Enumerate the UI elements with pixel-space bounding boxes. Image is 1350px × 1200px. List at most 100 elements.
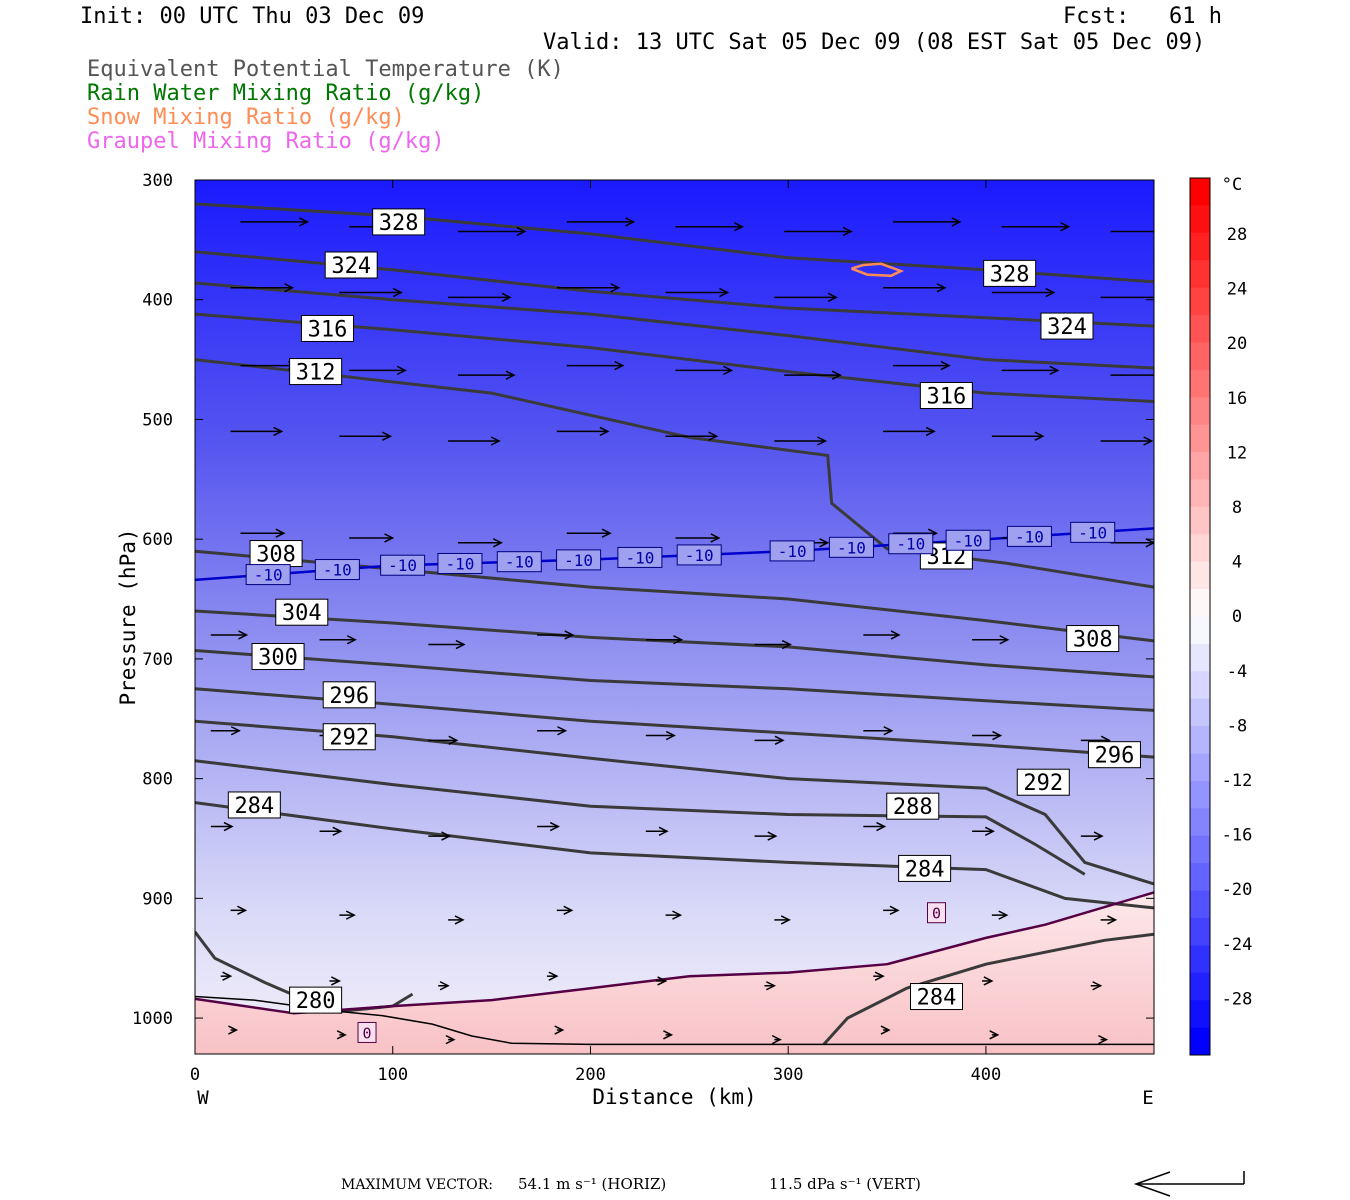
contour-label: 316: [927, 385, 967, 410]
wind-vector: [972, 730, 1003, 741]
wind-vector: [556, 283, 621, 293]
wind-vector: [991, 431, 1045, 441]
wind-vector: [883, 905, 900, 915]
wind-vector: [349, 533, 395, 543]
wind-vector: [554, 1025, 565, 1035]
wind-vector: [230, 905, 248, 915]
legend-rain: Rain Water Mixing Ratio (g/kg): [87, 81, 485, 106]
colorbar-cell: [1190, 835, 1210, 864]
wind-vector: [1001, 222, 1071, 232]
isotherm-label: -10: [1015, 527, 1044, 546]
legend-graupel: Graupel Mixing Ratio (g/kg): [87, 129, 445, 154]
colorbar-cell: [1190, 342, 1210, 371]
isotherm-label: -10: [625, 548, 654, 567]
wind-vector: [655, 976, 668, 986]
isotherm-label: -10: [446, 554, 475, 573]
colorbar-label: 24: [1227, 280, 1247, 300]
x-east-label: E: [1142, 1087, 1153, 1109]
colorbar-cell: [1190, 945, 1210, 974]
wind-vector: [981, 976, 994, 986]
colorbar-frame: [1189, 177, 1211, 1056]
colorbar-label: -16: [1222, 826, 1253, 846]
wind-vector: [230, 426, 284, 437]
isotherm-label: -10: [778, 542, 807, 561]
wind-vector: [336, 1030, 347, 1040]
wind-vector: [863, 630, 901, 640]
y-tick-label: 800: [142, 770, 173, 790]
wind-vector: [438, 981, 450, 991]
isotherm-label-box: [945, 529, 991, 551]
colorbar-cell: [1190, 315, 1210, 343]
colorbar-cell: [1190, 753, 1210, 782]
x-west-label: W: [197, 1087, 209, 1109]
snow-contour: [851, 262, 905, 278]
wind-vector: [675, 533, 721, 543]
x-tick-label: 300: [773, 1065, 804, 1085]
wind-vector: [1100, 915, 1118, 925]
reference-vector-arrow: [1133, 1171, 1245, 1197]
wind-vector: [784, 226, 853, 237]
contour-label: 288: [893, 795, 933, 820]
wind-vector: [210, 630, 249, 640]
wind-vector: [448, 915, 465, 925]
contour-label-box: [227, 791, 281, 819]
wind-vector: [645, 635, 684, 645]
wind-vector: [774, 436, 828, 446]
contour-label: 296: [1095, 744, 1135, 769]
freezing-label: 0: [932, 905, 941, 923]
isotherm-label-box: [245, 564, 291, 586]
isotherm-label: -10: [896, 535, 925, 554]
colorbar-cell: [1190, 808, 1210, 837]
init-time: Init: 00 UTC Thu 03 Dec 09: [80, 4, 425, 29]
wind-vector: [537, 821, 560, 832]
x-tick-label: 0: [190, 1065, 200, 1085]
colorbar-label: -8: [1227, 716, 1247, 736]
wind-vector: [991, 287, 1056, 298]
contour-label: 328: [990, 262, 1030, 287]
colorbar-label: 8: [1232, 498, 1242, 518]
colorbar-label: -20: [1222, 880, 1253, 900]
wind-vector: [556, 905, 574, 915]
wind-vector: [774, 915, 791, 925]
contour-label: 292: [329, 726, 369, 751]
legend-snow: Snow Mixing Ratio (g/kg): [87, 105, 405, 130]
wind-vector: [339, 910, 356, 920]
wind-vector: [1098, 1034, 1109, 1045]
wind-vector: [537, 726, 568, 736]
isotherm-label-box: [888, 533, 934, 555]
wind-vector: [240, 528, 286, 538]
isotherm-label: -10: [564, 551, 593, 570]
contour-label: 304: [282, 601, 322, 626]
y-tick-label: 400: [142, 291, 173, 311]
wind-vector: [883, 426, 936, 437]
wind-vector: [1090, 981, 1103, 991]
colorbar-label: -4: [1227, 662, 1247, 682]
colorbar-cell: [1190, 917, 1210, 946]
wind-vector: [210, 726, 241, 736]
x-tick-label: 400: [971, 1065, 1002, 1085]
wind-vector: [991, 910, 1009, 920]
wind-vector: [774, 292, 838, 303]
colorbar-label: 12: [1227, 443, 1247, 463]
colorbar-label: 20: [1227, 334, 1247, 354]
colorbar-cell: [1190, 616, 1210, 645]
contour-label-box: [1066, 625, 1120, 653]
contour-label: 292: [1023, 771, 1063, 796]
contour-label-box: [324, 251, 378, 279]
wind-vector: [883, 283, 947, 293]
isotherm-label-box: [314, 559, 360, 581]
wind-vector: [764, 981, 777, 991]
wind-vector: [230, 283, 295, 293]
y-tick-label: 500: [142, 410, 173, 430]
wind-vector: [566, 360, 625, 371]
wind-vector: [339, 431, 393, 441]
y-tick-label: 1000: [132, 1009, 173, 1029]
y-tick-label: 300: [142, 171, 173, 191]
colorbar-cell: [1190, 589, 1210, 617]
wind-vector: [645, 730, 676, 741]
max-vector-label: MAXIMUM VECTOR:: [341, 1177, 493, 1193]
colorbar-cell: [1190, 397, 1210, 426]
contour-label: 316: [308, 317, 348, 342]
isotherm-label: -10: [954, 531, 983, 550]
wind-vector: [665, 287, 730, 298]
